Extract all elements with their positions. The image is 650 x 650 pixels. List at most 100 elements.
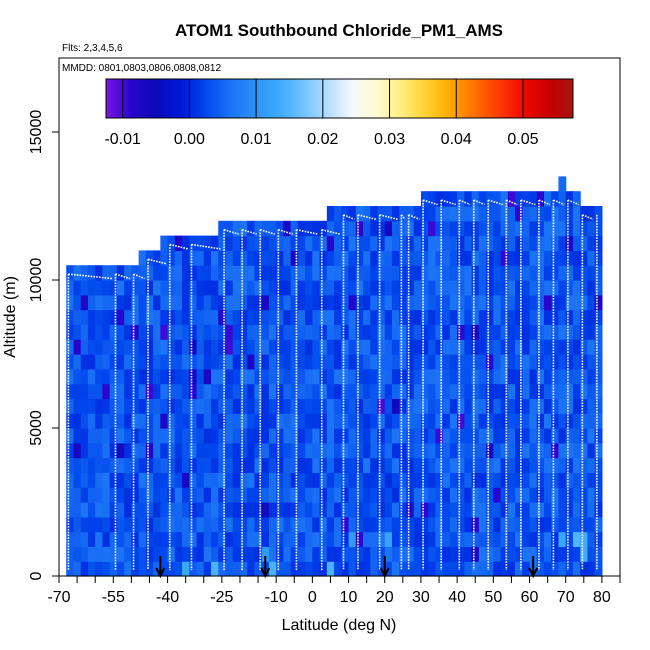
heatmap-cell: [254, 398, 263, 414]
heatmap-cell: [131, 502, 140, 518]
heatmap-cell: [507, 428, 516, 444]
dates-label: MMDD: 0801,0803,0806,0808,0812: [62, 63, 221, 74]
heatmap-cell: [225, 354, 234, 370]
heatmap-cell: [254, 324, 263, 340]
heatmap-cell: [290, 368, 299, 385]
heatmap-cell: [239, 265, 248, 281]
heatmap-cell: [131, 428, 140, 444]
heatmap-cell: [182, 324, 190, 340]
heatmap-cell: [551, 516, 560, 533]
heatmap-cell: [413, 354, 422, 370]
heatmap-cell: [268, 413, 277, 429]
heatmap-cell: [420, 487, 429, 503]
heatmap-cell: [355, 235, 364, 251]
heatmap-cell: [305, 354, 313, 370]
heatmap-cell: [312, 487, 321, 503]
heatmap-cell: [529, 472, 538, 488]
profile-cruise: [538, 199, 551, 206]
heatmap-cell: [565, 442, 574, 459]
heatmap-cell: [334, 398, 342, 414]
heatmap-cell: [109, 413, 118, 429]
heatmap-cell: [73, 294, 82, 311]
heatmap-cell: [131, 368, 140, 385]
heatmap-cell: [558, 265, 567, 281]
heatmap-cell: [225, 265, 234, 281]
heatmap-cell: [196, 516, 205, 533]
heatmap-cell: [507, 368, 516, 385]
heatmap-cell: [232, 339, 241, 355]
heatmap-cell: [247, 294, 256, 311]
heatmap-cell: [239, 294, 248, 311]
heatmap-cell: [225, 442, 234, 459]
heatmap-cell: [326, 235, 335, 251]
heatmap-cell: [543, 472, 552, 488]
heatmap-cell: [218, 294, 227, 311]
heatmap-cell: [87, 428, 96, 444]
heatmap-cell: [449, 354, 458, 370]
heatmap-cell: [290, 294, 299, 311]
heatmap-cell: [174, 413, 183, 429]
heatmap-cell: [145, 531, 154, 547]
heatmap-cell: [580, 294, 589, 311]
heatmap-cell: [189, 368, 198, 385]
heatmap-cell: [486, 294, 494, 311]
heatmap-cell: [196, 250, 205, 266]
heatmap-cell: [558, 294, 567, 311]
heatmap-cell: [160, 472, 169, 488]
heatmap-cell: [73, 516, 82, 533]
heatmap-cell: [493, 413, 502, 429]
heatmap-cell: [283, 428, 292, 444]
heatmap-cell: [189, 502, 198, 518]
heatmap-cell: [276, 265, 284, 281]
heatmap-cell: [305, 324, 313, 340]
heatmap-cell: [239, 383, 248, 399]
heatmap-cell: [493, 294, 502, 311]
heatmap-cell: [319, 516, 328, 533]
heatmap-cell: [457, 442, 465, 459]
heatmap-cell: [102, 516, 111, 533]
heatmap-cell: [507, 487, 516, 503]
heatmap-cell: [558, 398, 567, 414]
heatmap-cell: [587, 309, 596, 325]
heatmap-cell: [116, 354, 125, 370]
heatmap-cell: [247, 413, 256, 429]
profile-cruise: [191, 243, 221, 250]
heatmap-cell: [594, 561, 603, 577]
heatmap-cell: [493, 531, 502, 547]
heatmap-cell: [399, 442, 408, 459]
heatmap-cell: [73, 487, 82, 503]
heatmap-cell: [203, 502, 212, 518]
heatmap-cell: [196, 280, 205, 296]
heatmap-cell: [182, 294, 190, 311]
heatmap-cell: [391, 339, 400, 355]
heatmap-cell: [587, 428, 596, 444]
heatmap-cell: [232, 413, 241, 429]
heatmap-cell: [189, 265, 198, 281]
heatmap-cell: [102, 487, 111, 503]
heatmap-cell: [124, 413, 132, 429]
heatmap-cell: [355, 561, 364, 577]
heatmap-cell: [254, 383, 263, 399]
heatmap-cell: [218, 220, 227, 237]
heatmap-cell: [507, 250, 516, 266]
heatmap-cell: [232, 265, 241, 281]
heatmap-cell: [95, 339, 104, 355]
heatmap-cell: [109, 309, 118, 325]
heatmap-cell: [218, 280, 227, 296]
heatmap-cell: [522, 294, 531, 311]
heatmap-cell: [449, 368, 458, 385]
heatmap-cell: [211, 354, 219, 370]
heatmap-cell: [399, 324, 408, 340]
heatmap-cell: [384, 368, 393, 385]
heatmap-cell: [319, 457, 328, 473]
heatmap-cell: [167, 472, 176, 488]
heatmap-cell: [551, 502, 560, 518]
heatmap-cell: [218, 324, 227, 340]
heatmap-cell: [558, 472, 567, 488]
heatmap-cell: [363, 354, 371, 370]
heatmap-cell: [138, 280, 147, 296]
heatmap-cell: [102, 280, 111, 296]
heatmap-cell: [558, 428, 567, 444]
heatmap-cell: [558, 502, 567, 518]
heatmap-cell: [572, 531, 581, 547]
